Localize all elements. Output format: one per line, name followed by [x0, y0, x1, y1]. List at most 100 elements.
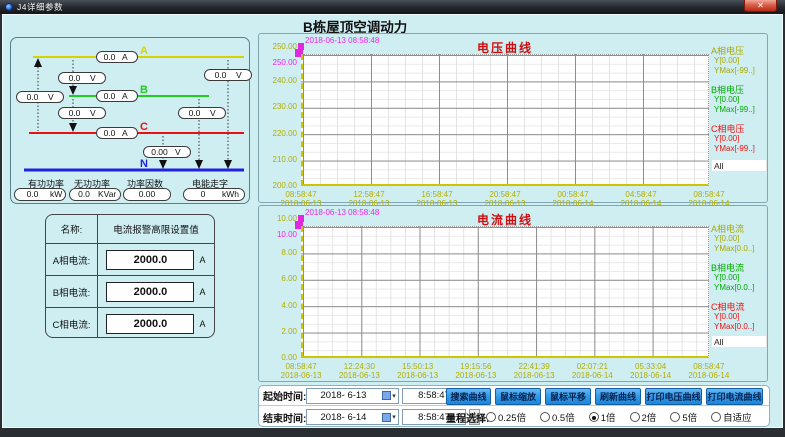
- phase-a-current-readout: 0.0 A: [96, 51, 138, 63]
- phase-a-current-unit: A: [122, 51, 128, 62]
- current-legend-all[interactable]: All: [711, 335, 767, 348]
- range-option-label: 1倍: [600, 413, 616, 424]
- range-option[interactable]: 0.5倍: [540, 410, 575, 424]
- voltage-ab-unit: V: [90, 72, 96, 83]
- current-cursor-marker[interactable]: [295, 215, 305, 231]
- current-legend: A相电流 Y[0.00] YMax[0.0..] B相电流 Y[0.00] YM…: [711, 224, 767, 341]
- current-x-tick-time: 15:50:13: [402, 362, 434, 371]
- current-cursor-value: 10.00: [276, 230, 297, 239]
- energy-meter-label: 电能走字: [191, 179, 228, 189]
- alarm-c-input[interactable]: [106, 313, 195, 334]
- mouse-pan-button[interactable]: 鼠标平移: [545, 388, 591, 405]
- start-time-row: 起始时间: 2018- 6-13 ▾ 8:58:47 ▴ ▾ 搜索曲线 鼠标缩放…: [259, 386, 769, 406]
- alarm-b-input[interactable]: [106, 281, 195, 302]
- radio-icon[interactable]: [540, 412, 550, 422]
- current-x-tick-date: 2018-06-14: [630, 371, 672, 380]
- voltage-x-tick-date: 2018-06-14: [688, 199, 730, 208]
- current-x-tick-date: 2018-06-13: [455, 371, 497, 380]
- voltage-plot-area[interactable]: [301, 54, 709, 186]
- voltage-legend-entry[interactable]: B相电压 Y[0.00] YMax[-99..]: [711, 85, 767, 115]
- calendar-dropdown-icon[interactable]: ▾: [380, 389, 398, 403]
- voltage-x-tick-time: 12:58:47: [353, 190, 385, 199]
- alarm-row-a: A: [98, 243, 214, 275]
- voltage-x-tick: 12:58:47 2018-06-13: [335, 190, 403, 208]
- voltage-y-ticks: 240.00 230.00 220.00 210.00 200.00: [259, 67, 297, 199]
- end-time-input[interactable]: 8:58:47: [402, 409, 466, 425]
- voltage-legend-entry[interactable]: C相电压 Y[0.00] YMax[-99..]: [711, 124, 767, 154]
- range-option[interactable]: 自适应: [711, 410, 752, 424]
- voltage-legend-name: B相电压: [711, 85, 745, 95]
- current-plot-area[interactable]: [301, 226, 709, 358]
- voltage-x-tick: 00:58:47 2018-06-14: [539, 190, 607, 208]
- current-x-tick-time: 08:58:47: [285, 362, 317, 371]
- alarm-table-header-name: 名称:: [46, 215, 98, 243]
- current-legend-entry[interactable]: C相电流 Y[0.00] YMax[0.0..]: [711, 302, 767, 332]
- range-option[interactable]: 5倍: [670, 410, 697, 424]
- range-option[interactable]: 0.25倍: [486, 410, 526, 424]
- current-legend-ymax: YMax[0.0..]: [714, 322, 755, 331]
- voltage-y-tick: 200.00: [272, 181, 297, 191]
- voltage-legend: A相电压 Y[0.00] YMax[-99..] B相电压 Y[0.00] YM…: [711, 46, 767, 163]
- voltage-x-tick: 20:58:47 2018-06-13: [471, 190, 539, 208]
- current-y-tick: 0.00: [281, 353, 297, 363]
- spin-down-icon[interactable]: ▾: [469, 417, 480, 425]
- svg-text:C: C: [140, 121, 148, 133]
- phase-b-current-readout: 0.0 A: [96, 90, 138, 102]
- radio-icon[interactable]: [711, 412, 722, 422]
- end-time-row: 结束时间: 2018- 6-14 ▾ 8:58:47 ▴ ▾ 量程选择: 0.2…: [259, 407, 769, 427]
- end-time-spinner[interactable]: ▴ ▾: [469, 409, 480, 425]
- end-date-picker[interactable]: 2018- 6-14 ▾: [306, 409, 399, 425]
- window-titlebar[interactable]: J4详细参数: [0, 0, 785, 14]
- voltage-legend-ymax: YMax[-99..]: [714, 144, 755, 153]
- close-icon[interactable]: ✕: [744, 0, 777, 12]
- current-legend-entry[interactable]: B相电流 Y[0.00] YMax[0.0..]: [711, 263, 767, 293]
- voltage-cn-value: 0.00: [151, 146, 168, 157]
- radio-icon[interactable]: [670, 412, 681, 422]
- radio-icon[interactable]: [629, 412, 640, 422]
- phase-b-current-value: 0.0: [103, 90, 116, 101]
- current-x-tick-date: 2018-06-14: [688, 371, 730, 380]
- radio-icon[interactable]: [486, 412, 496, 422]
- active-power-readout: 0.0 kW: [14, 188, 66, 201]
- alarm-row-c: A: [98, 307, 214, 337]
- range-option-label: 自适应: [723, 413, 752, 424]
- voltage-bc-readout: 0.0 V: [58, 107, 106, 119]
- svg-text:B: B: [140, 84, 148, 96]
- range-option[interactable]: 2倍: [629, 410, 656, 424]
- current-cursor-timestamp: 2018-06-13 08:58:48: [305, 208, 380, 217]
- energy-meter-unit: kWh: [222, 189, 239, 199]
- current-legend-ymax: YMax[0.0..]: [714, 244, 755, 253]
- range-option[interactable]: 1倍: [588, 410, 616, 424]
- reactive-power-value: 0.0: [78, 189, 90, 199]
- start-date-picker[interactable]: 2018- 6-13 ▾: [306, 387, 399, 404]
- current-legend-name: B相电流: [711, 263, 745, 273]
- calendar-dropdown-icon[interactable]: ▾: [380, 410, 398, 424]
- chart-controls-panel: 起始时间: 2018- 6-13 ▾ 8:58:47 ▴ ▾ 搜索曲线 鼠标缩放…: [258, 385, 770, 427]
- radio-icon[interactable]: [588, 412, 599, 422]
- alarm-a-input[interactable]: [106, 249, 195, 270]
- voltage-legend-all[interactable]: All: [711, 159, 767, 172]
- current-x-tick-time: 12:24:30: [343, 362, 375, 371]
- voltage-cursor-marker[interactable]: [295, 43, 305, 59]
- voltage-x-tick-time: 04:58:47: [625, 190, 657, 199]
- voltage-legend-entry[interactable]: A相电压 Y[0.00] YMax[-99..]: [711, 46, 767, 76]
- mouse-zoom-button[interactable]: 鼠标缩放: [495, 388, 541, 405]
- energy-meter-readout: 0 kWh: [183, 188, 245, 201]
- refresh-curve-button[interactable]: 刷新曲线: [595, 388, 641, 405]
- search-curve-button[interactable]: 搜索曲线: [446, 388, 491, 405]
- current-x-tick: 05:33:04 2018-06-14: [622, 362, 680, 380]
- print-current-curve-button[interactable]: 打印电流曲线: [706, 388, 763, 405]
- current-legend-entry[interactable]: A相电流 Y[0.00] YMax[0.0..]: [711, 224, 767, 254]
- spin-up-icon[interactable]: ▴: [469, 409, 480, 417]
- voltage-chart-panel: 2018-06-13 08:58:48 电压曲线 250.00 250.00 2…: [258, 33, 768, 208]
- phase-b-current-unit: A: [122, 90, 128, 101]
- energy-meter-value: 0: [200, 189, 206, 199]
- voltage-x-tick: 16:58:47 2018-06-13: [403, 190, 471, 208]
- voltage-legend-name: A相电压: [711, 46, 745, 56]
- current-x-tick-time: 02:07:21: [576, 362, 608, 371]
- end-time-label: 结束时间:: [263, 413, 307, 425]
- print-voltage-curve-button[interactable]: 打印电压曲线: [645, 388, 702, 405]
- phase-c-current-value: 0.0: [103, 127, 116, 138]
- voltage-x-tick-date: 2018-06-13: [280, 199, 322, 208]
